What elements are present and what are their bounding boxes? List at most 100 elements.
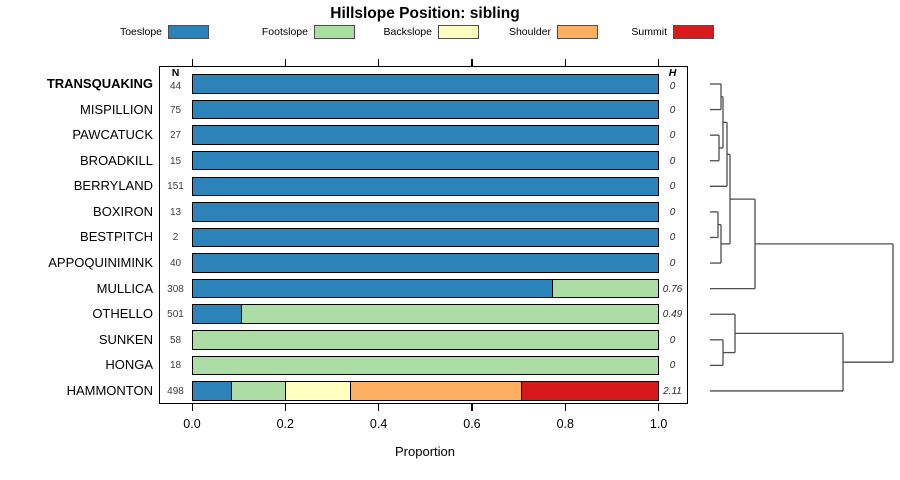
bar-segment-toeslope xyxy=(193,279,554,298)
legend-swatch xyxy=(557,25,598,39)
n-value: 151 xyxy=(167,181,184,193)
stacked-bar-broadkill xyxy=(192,150,659,171)
top-axis-tick xyxy=(378,59,380,66)
h-value: 0 xyxy=(669,232,676,244)
h-value: 2.11 xyxy=(663,385,682,397)
series-label-mullica: MULLICA xyxy=(96,280,153,296)
stacked-bar-honga xyxy=(192,355,659,376)
legend-label: Footslope xyxy=(261,26,308,38)
x-axis-tick xyxy=(658,404,660,411)
bar-segment-footslope xyxy=(193,356,658,375)
x-tick-label: 0.4 xyxy=(369,417,388,431)
legend-swatch xyxy=(438,25,479,39)
bar-segment-backslope xyxy=(285,382,352,400)
stacked-bar-sunken xyxy=(192,330,659,350)
top-axis-tick xyxy=(284,59,286,66)
bar-segment-toeslope xyxy=(193,254,658,272)
legend-label: Shoulder xyxy=(508,26,551,38)
series-label-transquaking: TRANSQUAKING xyxy=(46,76,153,91)
h-value: 0 xyxy=(669,181,676,193)
n-value: 501 xyxy=(167,309,184,321)
top-axis-tick xyxy=(471,59,473,66)
stacked-bar-bestpitch xyxy=(192,227,659,248)
series-label-pawcatuck: PAWCATUCK xyxy=(72,127,153,143)
series-label-sunken: SUNKEN xyxy=(98,331,153,347)
series-label-bestpitch: BESTPITCH xyxy=(80,229,153,245)
bar-segment-footslope xyxy=(553,279,658,298)
chart-title: Hillslope Position: sibling xyxy=(330,5,520,22)
n-value: 27 xyxy=(169,130,182,142)
series-label-berryland: BERRYLAND xyxy=(73,178,153,194)
n-value: 498 xyxy=(167,385,184,397)
top-axis-tick xyxy=(191,59,193,66)
bar-segment-toeslope xyxy=(193,382,233,400)
series-label-broadkill: BROADKILL xyxy=(80,152,153,168)
x-tick-label: 0.0 xyxy=(183,417,201,431)
stacked-bar-mispillion xyxy=(192,99,659,120)
n-value: 308 xyxy=(167,283,184,295)
legend-item-summit: Summit xyxy=(631,24,714,40)
n-column-header: N xyxy=(171,67,180,79)
bar-segment-footslope xyxy=(193,331,658,349)
stacked-bar-transquaking xyxy=(192,74,659,94)
n-value: 40 xyxy=(169,258,182,270)
series-label-appoquinimink: APPOQUINIMINK xyxy=(48,255,153,271)
bar-segment-toeslope xyxy=(193,151,658,170)
bar-segment-toeslope xyxy=(193,100,658,119)
series-label-othello: OTHELLO xyxy=(92,306,153,322)
stacked-bar-boxiron xyxy=(192,202,659,222)
legend-item-footslope: Footslope xyxy=(262,24,355,40)
bar-segment-summit xyxy=(521,382,658,400)
legend-swatch xyxy=(314,25,355,39)
x-axis-tick xyxy=(378,404,380,411)
x-axis-tick xyxy=(564,404,566,411)
top-axis-tick xyxy=(564,59,566,66)
bar-segment-footslope xyxy=(232,382,286,400)
h-value: 0 xyxy=(669,81,676,92)
h-value: 0 xyxy=(669,155,676,167)
h-value: 0.76 xyxy=(662,283,683,295)
n-value: 18 xyxy=(169,360,182,372)
h-value: 0 xyxy=(669,360,676,372)
bar-segment-footslope xyxy=(241,305,658,323)
series-label-mispillion: MISPILLION xyxy=(80,101,153,117)
bar-segment-shoulder xyxy=(351,382,522,400)
plot-frame xyxy=(159,66,688,404)
h-value: 0 xyxy=(669,258,676,270)
n-value: 15 xyxy=(169,155,182,167)
n-value: 75 xyxy=(169,104,182,116)
stacked-bar-mullica xyxy=(192,278,659,299)
bar-segment-toeslope xyxy=(193,75,658,93)
x-tick-label: 0.6 xyxy=(463,417,481,431)
legend-label: Backslope xyxy=(383,26,432,38)
x-axis-tick xyxy=(471,404,473,411)
n-value: 13 xyxy=(169,206,182,218)
series-label-honga: HONGA xyxy=(105,357,153,373)
n-value: 44 xyxy=(169,81,182,92)
top-axis-tick xyxy=(658,59,660,66)
legend-label: Toeslope xyxy=(119,26,162,38)
bar-segment-toeslope xyxy=(193,305,242,323)
n-value: 58 xyxy=(169,334,182,346)
bar-segment-toeslope xyxy=(193,203,658,221)
bar-segment-toeslope xyxy=(193,228,658,247)
h-value: 0 xyxy=(669,130,676,142)
stacked-bar-hammonton xyxy=(192,381,659,401)
bar-segment-toeslope xyxy=(193,126,658,144)
legend-swatch xyxy=(673,25,714,39)
x-tick-label: 1.0 xyxy=(649,417,668,431)
x-axis-title: Proportion xyxy=(395,444,455,459)
legend-item-toeslope: Toeslope xyxy=(120,24,209,40)
bar-segment-toeslope xyxy=(193,177,658,196)
h-column-header: H xyxy=(668,67,677,79)
h-value: 0.49 xyxy=(662,309,683,321)
h-value: 0 xyxy=(669,206,676,218)
h-value: 0 xyxy=(669,334,676,346)
series-label-hammonton: HAMMONTON xyxy=(66,382,153,398)
x-tick-label: 0.8 xyxy=(556,417,574,431)
legend-item-shoulder: Shoulder xyxy=(509,24,598,40)
x-tick-label: 0.2 xyxy=(276,417,294,431)
stacked-bar-berryland xyxy=(192,176,659,197)
legend-swatch xyxy=(168,25,209,39)
